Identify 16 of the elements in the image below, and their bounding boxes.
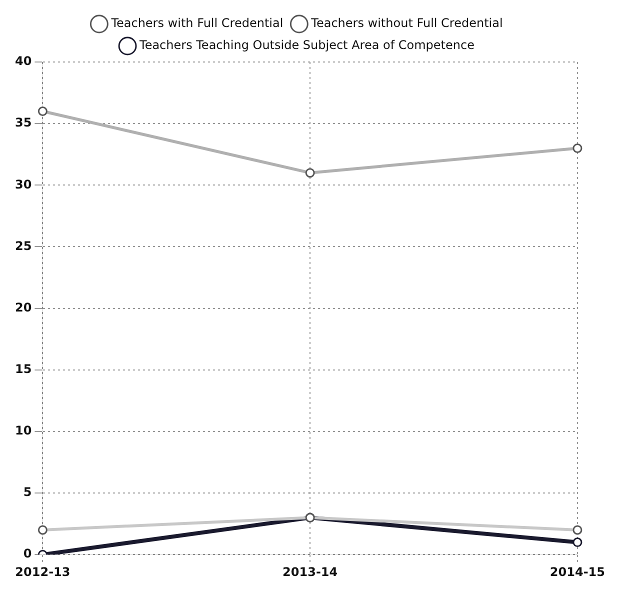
y-tick-label: 5 xyxy=(23,485,32,500)
legend-label: Teachers Teaching Outside Subject Area of Competence xyxy=(138,38,474,52)
y-tick-label: 30 xyxy=(14,177,32,192)
y-tick-label: 40 xyxy=(14,54,32,68)
y-tick-label: 0 xyxy=(23,546,32,561)
x-tick-label: 2014-15 xyxy=(550,564,605,579)
y-tick-label: 25 xyxy=(14,238,32,253)
y-tick-label: 20 xyxy=(14,300,32,314)
legend-label: Teachers without Full Credential xyxy=(310,16,503,30)
y-tick-label: 35 xyxy=(14,116,32,130)
y-tick-label: 10 xyxy=(14,424,32,438)
legend-label: Teachers with Full Credential xyxy=(110,16,284,30)
y-tick-label: 15 xyxy=(14,362,32,376)
x-tick-label: 2013-14 xyxy=(282,564,338,579)
point xyxy=(572,538,582,548)
x-tick-label: 2012-13 xyxy=(15,564,70,579)
